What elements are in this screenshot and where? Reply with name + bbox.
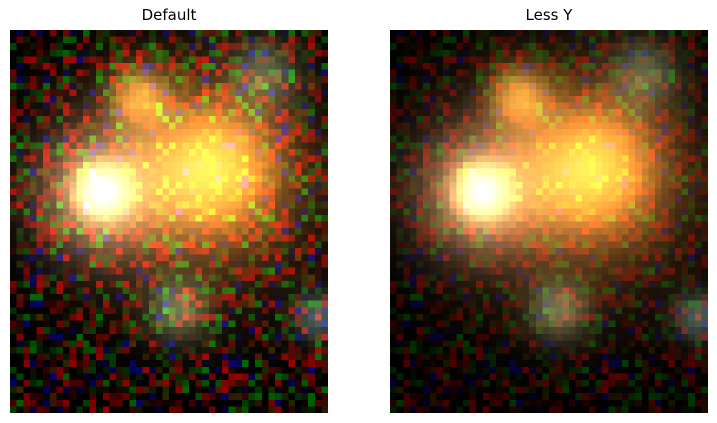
- astronomical-image-less-y: [390, 30, 708, 413]
- image-panel-default: [10, 30, 328, 413]
- panel-title-default: Default: [141, 6, 197, 24]
- astronomical-image-default: [10, 30, 328, 413]
- image-panel-less-y: [390, 30, 708, 413]
- panel-title-less-y: Less Y: [525, 6, 573, 24]
